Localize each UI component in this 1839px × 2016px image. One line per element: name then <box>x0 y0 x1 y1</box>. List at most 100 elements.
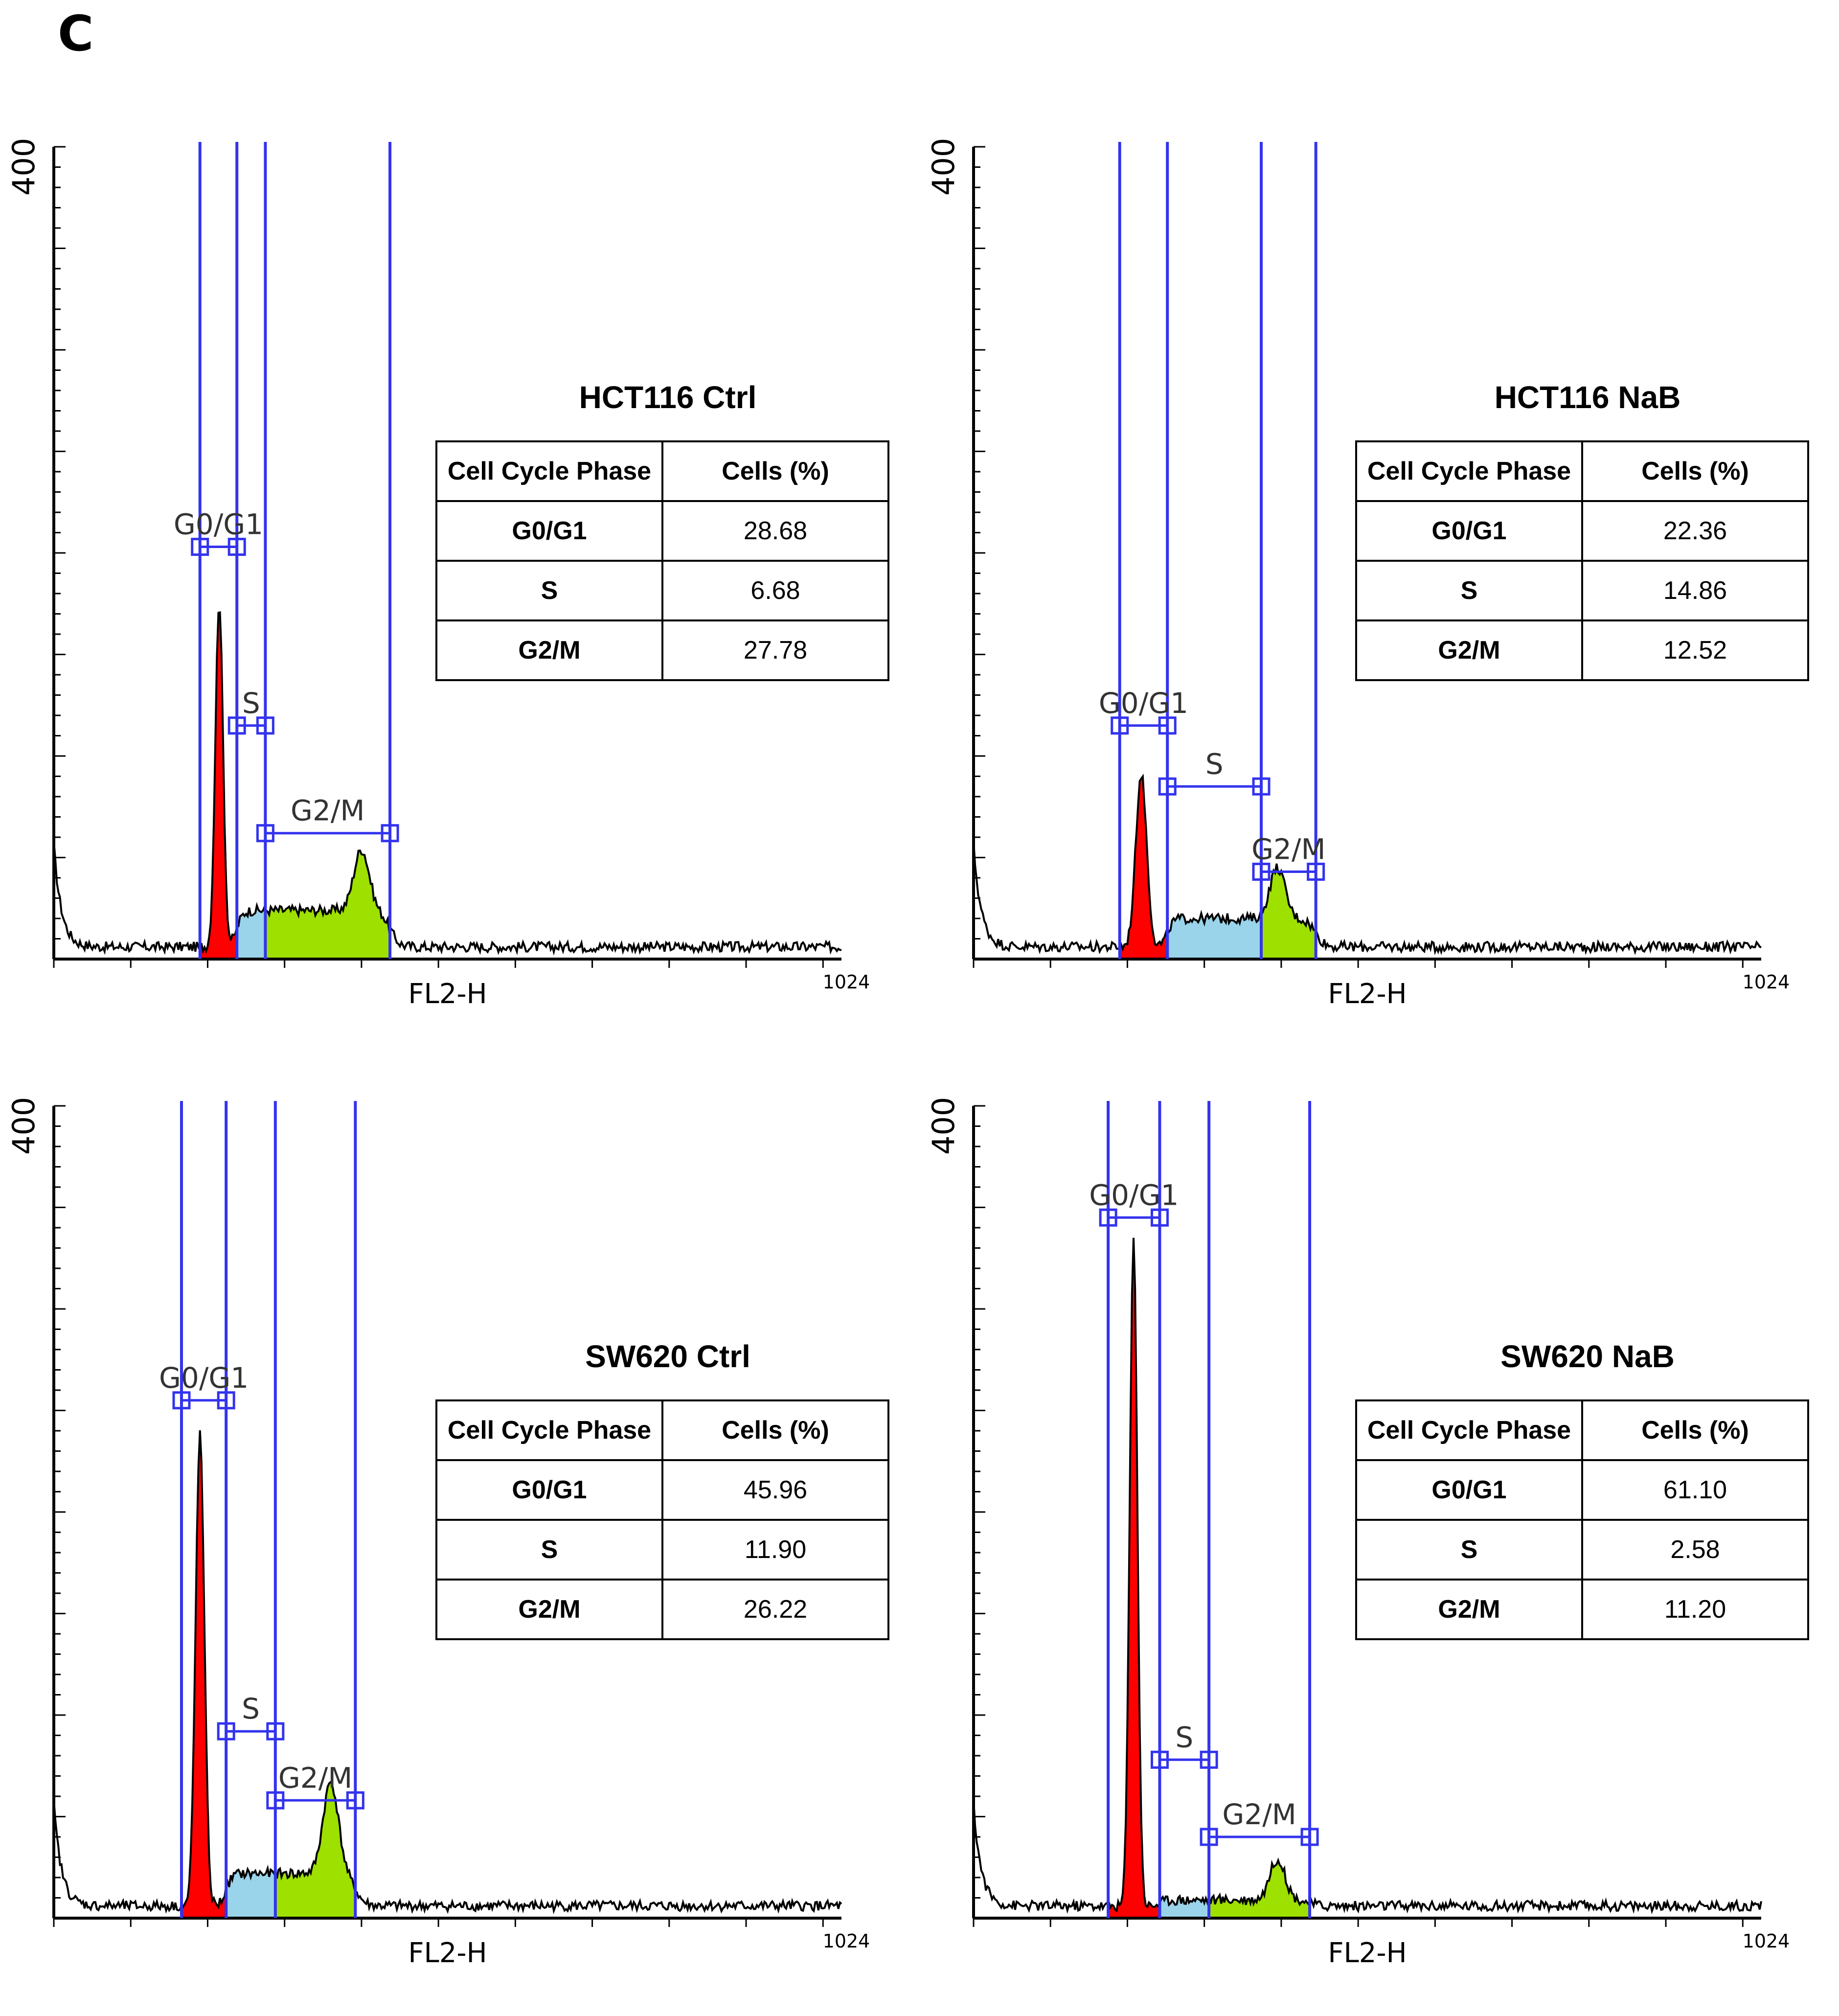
gate-handle[interactable] <box>1300 1828 1319 1846</box>
gate-handle[interactable] <box>381 824 399 843</box>
phase-name-cell: G0/G1 <box>1355 1459 1583 1521</box>
phase-value-cell: 11.90 <box>661 1519 889 1581</box>
gate-handle[interactable] <box>1252 777 1271 796</box>
cell-cycle-table: Cell Cycle Phase Cells (%) G0/G1 22.36 S 14.8… <box>1355 440 1809 681</box>
x-max-label: 1024 <box>823 1930 870 1952</box>
gate-handle[interactable] <box>1111 716 1129 735</box>
phase-name-cell: S <box>435 560 663 621</box>
gate-label: S <box>242 1692 260 1725</box>
table-row: G0/G1 22.36 <box>1355 500 1809 562</box>
gate-handle[interactable] <box>217 1391 235 1410</box>
header-cells: Cells (%) <box>1581 1399 1809 1461</box>
gate-label: G2/M <box>278 1761 352 1794</box>
gate-handle[interactable] <box>256 824 274 843</box>
gate-handle[interactable] <box>266 1791 285 1810</box>
s-fill-area <box>226 1868 275 1918</box>
header-phase: Cell Cycle Phase <box>435 1399 663 1461</box>
phase-value-cell: 26.22 <box>661 1579 889 1640</box>
table-row: G0/G1 28.68 <box>435 500 889 562</box>
gate-handle[interactable] <box>1150 1750 1169 1769</box>
y-max-label: 400 <box>6 138 42 196</box>
cell-cycle-table: Cell Cycle Phase Cells (%) G0/G1 61.10 S 2.58… <box>1355 1399 1809 1640</box>
table-row: G2/M 27.78 <box>435 619 889 681</box>
phase-value-cell: 6.68 <box>661 560 889 621</box>
y-max-label: 400 <box>926 138 961 196</box>
gate-handle[interactable] <box>256 716 274 735</box>
phase-value-cell: 14.86 <box>1581 560 1809 621</box>
phase-name-cell: G2/M <box>435 1579 663 1640</box>
gate-handle[interactable] <box>1252 863 1271 881</box>
gate-handle[interactable] <box>217 1722 235 1741</box>
g2m-fill-area <box>275 1782 356 1918</box>
gate-handle[interactable] <box>1307 863 1325 881</box>
gate-label: G2/M <box>1222 1798 1296 1831</box>
gate-handle[interactable] <box>172 1391 191 1410</box>
phase-value-cell: 22.36 <box>1581 500 1809 562</box>
table-row: S 11.90 <box>435 1519 889 1581</box>
x-axis-label: FL2-H <box>408 1937 487 1969</box>
gate-handle[interactable] <box>227 716 246 735</box>
phase-value-cell: 61.10 <box>1581 1459 1809 1521</box>
gate-handle[interactable] <box>1158 716 1177 735</box>
panel-title: HCT116 Ctrl <box>579 380 757 415</box>
header-cells: Cells (%) <box>1581 440 1809 502</box>
panel-title: HCT116 NaB <box>1494 380 1681 415</box>
gate-handle[interactable] <box>1200 1750 1218 1769</box>
panel-title: SW620 Ctrl <box>585 1339 750 1374</box>
x-axis-label: FL2-H <box>1328 1937 1407 1969</box>
gate-handle[interactable] <box>1099 1208 1117 1227</box>
header-phase: Cell Cycle Phase <box>1355 1399 1583 1461</box>
header-cells: Cells (%) <box>661 1399 889 1461</box>
x-max-label: 1024 <box>1743 971 1790 993</box>
header-phase: Cell Cycle Phase <box>1355 440 1583 502</box>
gate-handle[interactable] <box>1150 1208 1169 1227</box>
phase-name-cell: G2/M <box>1355 619 1583 681</box>
x-max-label: 1024 <box>1743 1930 1790 1952</box>
phase-name-cell: G0/G1 <box>1355 500 1583 562</box>
gate-label: G0/G1 <box>159 1361 249 1395</box>
gate-label: S <box>242 687 260 720</box>
phase-value-cell: 11.20 <box>1581 1579 1809 1640</box>
phase-value-cell: 12.52 <box>1581 619 1809 681</box>
table-header-row: Cell Cycle Phase Cells (%) <box>1355 440 1809 502</box>
table-row: G0/G1 45.96 <box>435 1459 889 1521</box>
phase-name-cell: G2/M <box>1355 1579 1583 1640</box>
table-row: G2/M 11.20 <box>1355 1579 1809 1640</box>
table-row: G2/M 26.22 <box>435 1579 889 1640</box>
panel-letter: C <box>58 5 94 62</box>
histogram-panel: 400 FL2-H 1024 G0/G1 S G2/M HCT116 NaB Cell Cyc… <box>920 127 1830 1057</box>
table-row: S 14.86 <box>1355 560 1809 621</box>
header-phase: Cell Cycle Phase <box>435 440 663 502</box>
gate-label: S <box>1175 1720 1193 1754</box>
phase-name-cell: S <box>435 1519 663 1581</box>
table-row: G2/M 12.52 <box>1355 619 1809 681</box>
histogram-line <box>973 774 1762 956</box>
phase-name-cell: S <box>1355 560 1583 621</box>
gate-label: G0/G1 <box>174 508 263 541</box>
gate-handle[interactable] <box>346 1791 364 1810</box>
gate-handle[interactable] <box>266 1722 285 1741</box>
table-header-row: Cell Cycle Phase Cells (%) <box>1355 1399 1809 1461</box>
table-row: S 6.68 <box>435 560 889 621</box>
s-fill-area <box>237 905 266 959</box>
table-header-row: Cell Cycle Phase Cells (%) <box>435 1399 889 1461</box>
table-header-row: Cell Cycle Phase Cells (%) <box>435 440 889 502</box>
x-max-label: 1024 <box>823 971 870 993</box>
gate-handle[interactable] <box>191 538 209 556</box>
gate-handle[interactable] <box>1200 1828 1218 1846</box>
histogram-line <box>973 1237 1762 1915</box>
x-axis-label: FL2-H <box>408 978 487 1010</box>
panel-title: SW620 NaB <box>1500 1339 1675 1374</box>
cell-cycle-table: Cell Cycle Phase Cells (%) G0/G1 45.96 S 11.9… <box>435 1399 889 1640</box>
gate-handle[interactable] <box>1158 777 1177 796</box>
phase-name-cell: S <box>1355 1519 1583 1581</box>
gate-label: G2/M <box>1251 833 1325 866</box>
cell-cycle-table: Cell Cycle Phase Cells (%) G0/G1 28.68 S 6.68… <box>435 440 889 681</box>
phase-name-cell: G2/M <box>435 619 663 681</box>
gate-handle[interactable] <box>227 538 246 556</box>
histogram-panel: 400 FL2-H 1024 G0/G1 S G2/M SW620 NaB Cell Cycl… <box>920 1086 1830 2016</box>
header-cells: Cells (%) <box>661 440 889 502</box>
phase-value-cell: 2.58 <box>1581 1519 1809 1581</box>
x-axis-label: FL2-H <box>1328 978 1407 1010</box>
